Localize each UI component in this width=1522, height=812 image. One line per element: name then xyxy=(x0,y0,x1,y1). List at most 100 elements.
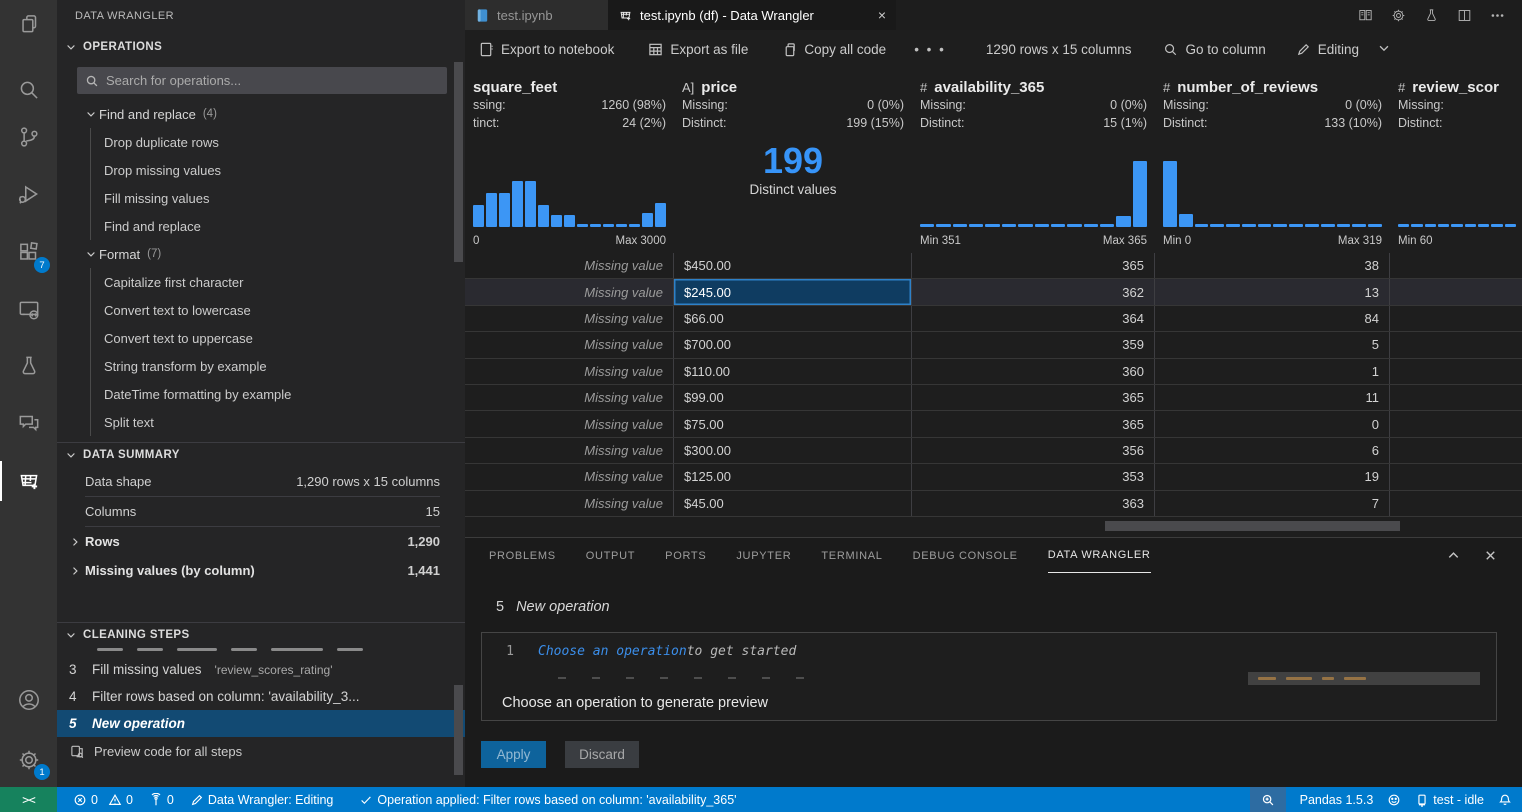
grid-cell[interactable]: Missing value xyxy=(465,464,674,490)
operation-item[interactable]: String transform by example xyxy=(104,358,267,374)
table-row[interactable]: Missing value $110.00 360 1 xyxy=(465,358,1522,385)
scrollbar-thumb[interactable] xyxy=(1105,521,1400,531)
data-summary-section-header[interactable]: DATA SUMMARY xyxy=(57,443,465,467)
settings-gear-icon[interactable]: 1 xyxy=(0,736,57,784)
grid-cell[interactable]: 38 xyxy=(1155,253,1390,279)
search-input[interactable] xyxy=(106,73,439,88)
operation-group-header[interactable]: Format (7) xyxy=(57,240,465,268)
table-row[interactable]: Missing value $99.00 365 11 xyxy=(465,384,1522,412)
feedback-smiley-icon[interactable] xyxy=(1387,793,1401,807)
grid-cell[interactable] xyxy=(1390,385,1522,410)
search-icon[interactable] xyxy=(0,66,57,114)
account-icon[interactable] xyxy=(0,676,57,724)
operation-item[interactable]: Fill missing values xyxy=(104,190,210,206)
grid-cell[interactable]: $125.00 xyxy=(674,464,912,490)
grid-cell[interactable]: Missing value xyxy=(465,437,674,464)
data-summary-row[interactable]: Missing values (by column) 1,441 xyxy=(57,556,465,585)
cleaning-step[interactable]: 3 Fill missing values 'review_scores_ratin… xyxy=(57,656,465,683)
grid-cell[interactable]: $245.00 xyxy=(674,279,912,305)
zoom-indicator[interactable] xyxy=(1249,787,1286,812)
more-actions-icon[interactable]: • • • xyxy=(914,41,946,57)
data-wrangler-mode-status[interactable]: Data Wrangler: Editing xyxy=(190,793,333,807)
panel-tab-debug-console[interactable]: DEBUG CONSOLE xyxy=(912,549,1018,562)
notifications-bell[interactable] xyxy=(1498,793,1512,807)
table-row[interactable]: Missing value $125.00 353 19 xyxy=(465,464,1522,491)
table-row[interactable]: Missing value $75.00 365 0 xyxy=(465,411,1522,438)
grid-cell[interactable] xyxy=(1390,438,1522,463)
grid-cell[interactable] xyxy=(1390,253,1522,278)
operation-item[interactable]: Convert text to uppercase xyxy=(104,330,253,346)
panel-tab-ports[interactable]: PORTS xyxy=(665,549,707,562)
code-preview-box[interactable]: 1 Choose an operation to get started Cho… xyxy=(481,632,1497,721)
tab-test-ipynb[interactable]: test.ipynb xyxy=(465,0,608,30)
extensions-icon[interactable]: 7 xyxy=(0,229,57,277)
grid-cell[interactable]: $700.00 xyxy=(674,332,912,358)
data-summary-row[interactable]: Rows 1,290 xyxy=(57,527,465,556)
grid-cell[interactable] xyxy=(1390,359,1522,384)
operation-group-header[interactable]: Find and replace (4) xyxy=(57,100,465,128)
column-header[interactable]: # availability_365 Missing: 0 (0%) Distinct:… xyxy=(912,68,1155,253)
grid-cell[interactable] xyxy=(1390,411,1522,436)
grid-cell[interactable]: $45.00 xyxy=(674,490,912,516)
grid-cell[interactable] xyxy=(1390,332,1522,357)
grid-cell[interactable]: 365 xyxy=(912,253,1155,279)
operation-item[interactable]: Drop missing values xyxy=(104,162,222,178)
table-row[interactable]: Missing value $300.00 356 6 xyxy=(465,437,1522,465)
grid-cell[interactable]: $450.00 xyxy=(674,253,912,279)
grid-cell[interactable]: Missing value xyxy=(465,253,674,279)
comments-icon[interactable] xyxy=(0,399,57,447)
grid-cell[interactable]: 365 xyxy=(912,384,1155,411)
grid-cell[interactable]: Missing value xyxy=(465,305,674,332)
grid-cell[interactable]: Missing value xyxy=(465,384,674,411)
column-header[interactable]: # number_of_reviews Missing: 0 (0%) Distinct… xyxy=(1155,68,1390,253)
operation-item[interactable]: Convert text to lowercase xyxy=(104,302,251,318)
grid-cell[interactable]: 19 xyxy=(1155,464,1390,490)
table-row[interactable]: Missing value $700.00 359 5 xyxy=(465,332,1522,359)
grid-cell[interactable]: $300.00 xyxy=(674,437,912,464)
cleaning-steps-scrollbar[interactable] xyxy=(454,685,463,775)
chevron-up-icon[interactable] xyxy=(1446,548,1461,563)
cleaning-step[interactable]: 5 New operation xyxy=(57,710,465,737)
panel-tab-data-wrangler[interactable]: DATA WRANGLER xyxy=(1047,538,1151,573)
panel-tab-output[interactable]: OUTPUT xyxy=(585,549,636,562)
close-icon[interactable]: × xyxy=(877,7,886,23)
grid-cell[interactable]: 364 xyxy=(912,305,1155,332)
column-header[interactable]: # review_scor Missing: Distinct: Min 60 xyxy=(1390,68,1522,253)
column-header[interactable]: square_feet ssing: 1260 (98%) tinct: 24 (2%)… xyxy=(465,68,674,253)
grid-cell[interactable]: 1 xyxy=(1155,358,1390,384)
kernel-status[interactable]: test - idle xyxy=(1415,793,1484,807)
grid-cell[interactable]: Missing value xyxy=(465,490,674,516)
grid-cell[interactable]: Missing value xyxy=(465,332,674,358)
problems-status[interactable]: 0 0 xyxy=(73,793,133,807)
operation-item[interactable]: Capitalize first character xyxy=(104,274,244,290)
column-header[interactable]: A] price Missing: 0 (0%) Distinct: 199 (15%) 1… xyxy=(674,68,912,253)
book-icon[interactable] xyxy=(1357,7,1374,24)
table-row[interactable]: Missing value $450.00 365 38 xyxy=(465,253,1522,280)
ports-status[interactable]: 0 xyxy=(149,792,174,807)
panel-tab-terminal[interactable]: TERMINAL xyxy=(821,549,883,562)
tab-data-wrangler[interactable]: test.ipynb (df) - Data Wrangler × xyxy=(608,0,896,30)
copy-all-code-button[interactable]: Copy all code xyxy=(782,42,886,57)
grid-cell[interactable]: Missing value xyxy=(465,411,674,437)
operations-section-header[interactable]: OPERATIONS xyxy=(57,35,465,59)
cleaning-steps-section-header[interactable]: CLEANING STEPS xyxy=(57,623,465,647)
operation-item[interactable]: Drop duplicate rows xyxy=(104,134,219,150)
gear-icon[interactable] xyxy=(1390,7,1407,24)
apply-button[interactable]: Apply xyxy=(481,741,546,768)
grid-cell[interactable]: 353 xyxy=(912,464,1155,490)
grid-cell[interactable]: 84 xyxy=(1155,305,1390,332)
operation-item[interactable]: Split text xyxy=(104,414,154,430)
go-to-column-button[interactable]: Go to column xyxy=(1163,42,1266,57)
grid-cell[interactable] xyxy=(1390,306,1522,331)
grid-cell[interactable]: 363 xyxy=(912,490,1155,516)
grid-cell[interactable]: Missing value xyxy=(465,279,674,305)
close-icon[interactable] xyxy=(1483,548,1498,563)
run-debug-icon[interactable] xyxy=(0,170,57,218)
grid-cell[interactable] xyxy=(1390,491,1522,516)
grid-cell[interactable]: 360 xyxy=(912,358,1155,384)
discard-button[interactable]: Discard xyxy=(565,741,639,768)
remote-explorer-icon[interactable] xyxy=(0,286,57,334)
preview-code-button[interactable]: Preview code for all steps xyxy=(57,737,465,765)
data-wrangler-icon[interactable] xyxy=(0,457,57,505)
grid-cell[interactable]: 365 xyxy=(912,411,1155,437)
